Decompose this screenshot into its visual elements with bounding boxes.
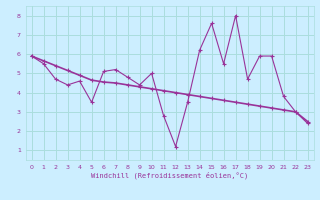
X-axis label: Windchill (Refroidissement éolien,°C): Windchill (Refroidissement éolien,°C) <box>91 171 248 179</box>
